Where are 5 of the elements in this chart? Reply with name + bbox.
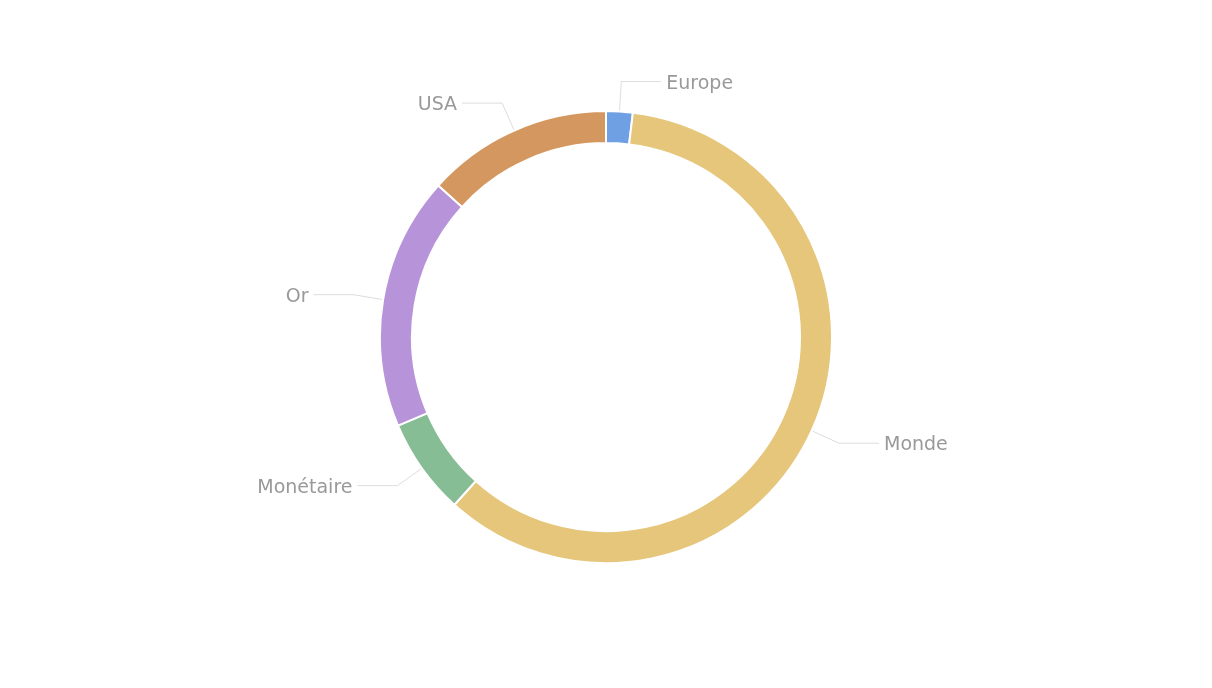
slice-label: Monde [883,432,948,455]
slice-label: Europe [666,70,734,93]
slice-label: Or [285,283,309,306]
slice-label: USA [417,92,458,115]
slice-label: Monétaire [257,474,353,497]
